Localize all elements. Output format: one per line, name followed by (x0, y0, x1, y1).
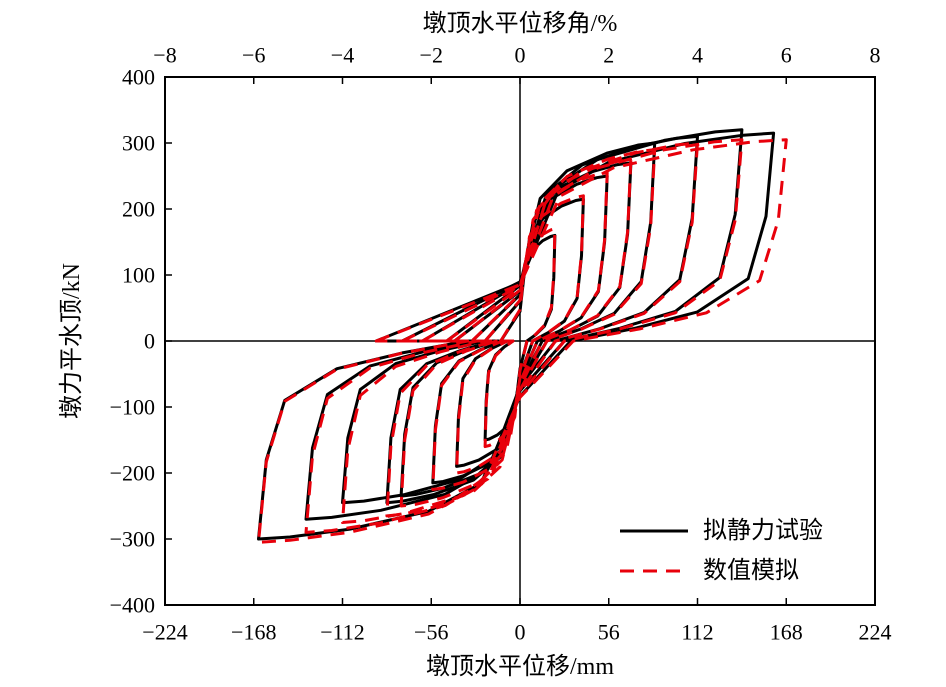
hysteresis-loop (341, 141, 699, 524)
y-axis-title: 墩力平水顶/kN (58, 263, 85, 419)
series-test (257, 128, 776, 541)
x-bottom-axis-title: 墩顶水平位移/mm (426, 653, 614, 680)
left-tick-marks (165, 76, 172, 606)
x-top-tick-label: 6 (781, 43, 792, 68)
x-top-tick-label: −6 (242, 43, 265, 68)
bottom-tick-marks (164, 598, 876, 605)
x-bottom-tick-label: 0 (515, 620, 526, 645)
hysteresis-loop (257, 131, 776, 541)
top-tick-marks (164, 77, 876, 84)
x-bottom-tick-label: 112 (681, 620, 713, 645)
x-bottom-tick-label: 168 (770, 620, 803, 645)
series-layer (257, 128, 788, 544)
x-top-tick-label: 8 (870, 43, 881, 68)
x-top-axis-title: 墩顶水平位移角/% (423, 10, 618, 37)
x-top-tick-label: 0 (515, 43, 526, 68)
x-top-tick-label: −8 (153, 43, 176, 68)
x-bottom-tick-label: −224 (142, 620, 187, 645)
y-tick-label: −300 (110, 527, 155, 552)
hysteresis-loop (304, 128, 744, 521)
x-bottom-tick-label: 224 (859, 620, 892, 645)
hysteresis-loop (455, 194, 585, 475)
y-tick-label: 0 (144, 329, 155, 354)
x-bottom-tick-label: −56 (414, 620, 448, 645)
y-tick-label: 400 (122, 65, 155, 90)
hysteresis-loop (483, 233, 557, 442)
legend-label-test: 拟静力试验 (703, 517, 823, 544)
x-top-tick-labels: −8 −6 −4 −2 0 2 4 6 8 (153, 43, 880, 68)
y-tick-label: −200 (110, 461, 155, 486)
x-top-tick-label: −2 (420, 43, 443, 68)
series-simulation (257, 138, 788, 544)
hysteresis-loop (257, 138, 788, 544)
hysteresis-loop (431, 171, 609, 491)
legend: 拟静力试验 数值模拟 (620, 517, 823, 584)
x-top-tick-label: 4 (692, 43, 703, 68)
hysteresis-loop (385, 148, 657, 518)
x-bottom-tick-labels: −224 −168 −112 −56 0 56 112 168 224 (142, 620, 891, 645)
y-tick-label: 200 (122, 197, 155, 222)
x-top-tick-label: 2 (603, 43, 614, 68)
hysteresis-loop (304, 138, 744, 534)
hysteresis-loop (399, 158, 633, 508)
legend-label-sim: 数值模拟 (703, 557, 799, 584)
x-bottom-tick-label: −112 (320, 620, 365, 645)
x-bottom-tick-label: 56 (598, 620, 620, 645)
y-tick-label: 300 (122, 131, 155, 156)
y-tick-label: −400 (110, 593, 155, 618)
x-top-tick-label: −4 (331, 43, 354, 68)
x-bottom-tick-label: −168 (231, 620, 276, 645)
y-tick-label: −100 (110, 395, 155, 420)
y-tick-labels: 400 300 200 100 0 −100 −200 −300 −400 (110, 65, 155, 618)
y-tick-label: 100 (122, 263, 155, 288)
